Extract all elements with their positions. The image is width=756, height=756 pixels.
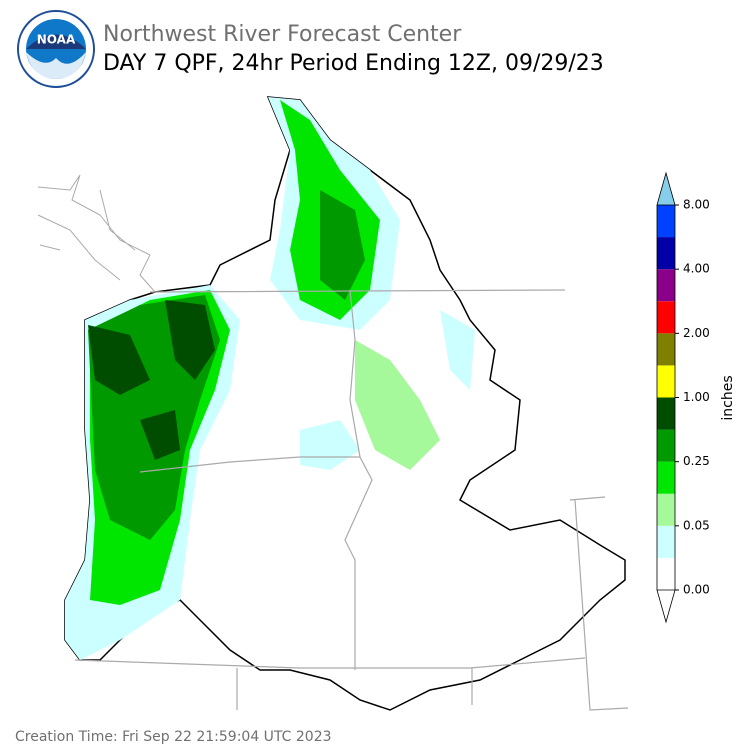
colorbar-tick-label: 0.00 (683, 583, 710, 597)
colorbar-tick-label: 4.00 (683, 262, 710, 276)
colorbar-segment (657, 557, 675, 590)
colorbar-tick-label: 2.00 (683, 326, 710, 340)
colorbar-over (656, 171, 676, 206)
subtitle: DAY 7 QPF, 24hr Period Ending 12Z, 09/29… (103, 51, 604, 76)
colorbar-under (656, 589, 676, 624)
colorbar-tick-label: 8.00 (683, 198, 710, 212)
colorbar-tick-label: 0.25 (683, 454, 710, 468)
precipitation (65, 97, 475, 660)
colorbar-segment (657, 461, 675, 494)
colorbar-label: inches (720, 375, 736, 420)
colorbar-segment (657, 397, 675, 430)
colorbar-segment (657, 301, 675, 334)
state-borders (74, 289, 629, 711)
colorbar-segment (657, 429, 675, 462)
colorbar-segment (657, 269, 675, 302)
map (37, 96, 629, 711)
coastline (37, 174, 156, 293)
colorbar-segment (657, 205, 675, 238)
title: Northwest River Forecast Center (103, 22, 462, 47)
colorbar-segment (657, 365, 675, 398)
logo: NOAA (17, 10, 95, 88)
logo-text: NOAA (37, 33, 76, 47)
colorbar: 0.00 0.05 0.25 1.00 2.00 4.00 8.00 (656, 171, 710, 624)
colorbar-segment (657, 333, 675, 366)
colorbar-tick-label: 1.00 (683, 390, 710, 404)
colorbar-segment (657, 237, 675, 270)
colorbar-tick-label: 0.05 (683, 518, 710, 532)
colorbar-segment (657, 493, 675, 526)
colorbar-segment (657, 525, 675, 558)
creation-time: Creation Time: Fri Sep 22 21:59:04 UTC 2… (15, 729, 332, 745)
